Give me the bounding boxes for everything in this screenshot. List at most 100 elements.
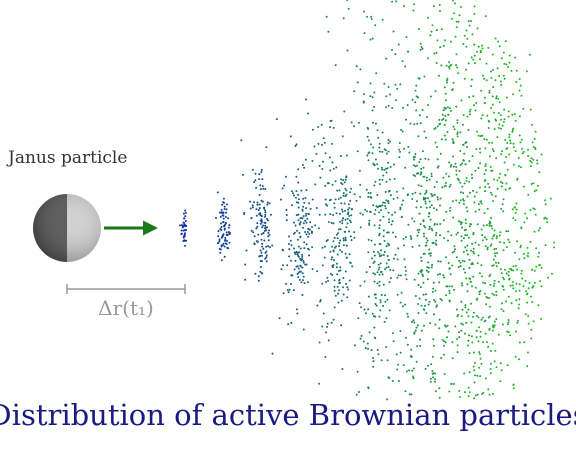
dot xyxy=(495,366,498,369)
dot xyxy=(314,183,317,186)
dot xyxy=(511,129,514,132)
dot xyxy=(258,178,261,181)
dot xyxy=(416,229,419,231)
dot xyxy=(392,269,395,272)
dot xyxy=(402,199,404,202)
dot xyxy=(335,245,337,248)
dot xyxy=(503,118,506,121)
dot xyxy=(428,300,431,303)
dot xyxy=(329,198,332,201)
dot xyxy=(300,258,303,261)
dot xyxy=(343,110,346,113)
dot xyxy=(532,182,535,185)
dot xyxy=(522,252,525,255)
dot xyxy=(483,212,486,215)
dot xyxy=(287,323,290,326)
dot xyxy=(516,178,519,181)
dot xyxy=(180,229,183,232)
dot xyxy=(387,202,390,205)
dot xyxy=(436,166,439,169)
dot xyxy=(311,268,314,270)
dot xyxy=(182,240,185,242)
dot xyxy=(529,209,532,212)
dot xyxy=(260,266,262,268)
dot xyxy=(332,126,335,129)
dot xyxy=(336,273,339,276)
dot xyxy=(425,179,428,182)
dot xyxy=(483,173,486,175)
dot xyxy=(502,276,504,279)
dot xyxy=(374,180,377,183)
dot xyxy=(498,234,501,237)
dot xyxy=(424,202,427,205)
dot xyxy=(406,312,409,315)
dot xyxy=(259,270,262,273)
dot xyxy=(468,24,471,27)
dot xyxy=(467,308,470,311)
dot xyxy=(491,342,494,345)
dot xyxy=(222,217,225,220)
dot xyxy=(341,183,344,186)
dot xyxy=(428,178,431,181)
dot xyxy=(340,324,343,327)
dot xyxy=(382,254,385,256)
dot xyxy=(460,315,463,318)
dot xyxy=(263,221,266,224)
dot xyxy=(480,228,483,231)
dot xyxy=(335,233,338,236)
dot xyxy=(491,264,494,267)
dot xyxy=(465,249,468,252)
dot xyxy=(336,189,339,192)
dot xyxy=(435,305,438,308)
dot xyxy=(456,131,459,134)
dot xyxy=(332,222,335,225)
dot xyxy=(468,277,471,280)
dot xyxy=(427,364,429,367)
dot xyxy=(256,225,259,228)
dot xyxy=(344,187,347,190)
dot xyxy=(225,203,228,206)
dot xyxy=(295,308,298,311)
dot xyxy=(486,296,489,299)
dot xyxy=(505,148,508,150)
dot xyxy=(493,293,496,296)
dot xyxy=(518,89,521,92)
dot xyxy=(533,190,536,193)
dot xyxy=(370,349,373,352)
dot xyxy=(464,218,467,221)
dot xyxy=(345,283,347,285)
dot xyxy=(507,321,510,324)
dot xyxy=(339,220,342,223)
dot xyxy=(448,161,451,164)
dot xyxy=(506,330,509,333)
dot xyxy=(338,228,340,231)
dot xyxy=(438,387,441,390)
dot xyxy=(295,201,298,204)
dot xyxy=(527,155,530,157)
dot xyxy=(425,136,428,139)
dot xyxy=(469,108,472,111)
dot xyxy=(449,110,452,112)
dot xyxy=(217,230,220,233)
dot xyxy=(401,130,404,133)
dot xyxy=(402,237,405,240)
dot xyxy=(317,227,320,230)
dot xyxy=(427,215,430,218)
dot xyxy=(477,243,480,246)
dot xyxy=(512,387,515,390)
dot xyxy=(422,196,425,199)
dot xyxy=(264,257,267,260)
dot xyxy=(404,336,407,339)
dot xyxy=(289,135,292,138)
dot xyxy=(431,369,434,372)
dot xyxy=(488,224,491,227)
dot xyxy=(488,315,491,318)
dot xyxy=(444,114,447,117)
dot xyxy=(387,231,390,234)
dot xyxy=(280,198,282,201)
dot xyxy=(425,189,428,192)
dot xyxy=(347,7,350,10)
dot xyxy=(455,64,458,67)
dot xyxy=(443,237,446,240)
dot xyxy=(332,250,335,253)
